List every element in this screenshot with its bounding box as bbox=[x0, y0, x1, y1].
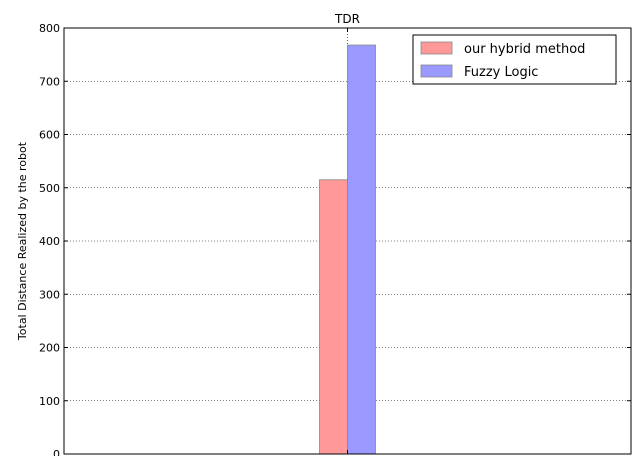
y-tick-label: 300 bbox=[39, 288, 60, 301]
y-tick-label: 0 bbox=[53, 448, 60, 456]
bar-our-hybrid-method bbox=[319, 179, 348, 455]
y-axis-ticks: 0 100 200 300 400 500 600 700 800 bbox=[39, 22, 631, 460]
y-tick-label: 600 bbox=[39, 129, 60, 142]
legend-label: Fuzzy Logic bbox=[464, 65, 538, 80]
y-tick-label: 800 bbox=[39, 22, 60, 35]
legend-swatch bbox=[420, 41, 453, 55]
legend-swatch bbox=[420, 64, 453, 78]
y-axis-label: Total Distance Realized by the robot bbox=[16, 141, 29, 341]
bars bbox=[319, 44, 376, 455]
y-tick-label: 100 bbox=[39, 395, 60, 408]
y-tick-label: 400 bbox=[39, 235, 60, 248]
y-tick-label: 200 bbox=[39, 342, 60, 355]
y-tick-label: 500 bbox=[39, 182, 60, 195]
y-tick-label: 700 bbox=[39, 75, 60, 88]
legend: our hybrid method Fuzzy Logic bbox=[412, 34, 617, 85]
legend-label: our hybrid method bbox=[464, 42, 585, 57]
x-axis-ticks: TDR bbox=[334, 12, 360, 454]
bar-fuzzy-logic bbox=[347, 44, 376, 455]
x-tick-label: TDR bbox=[334, 12, 360, 26]
